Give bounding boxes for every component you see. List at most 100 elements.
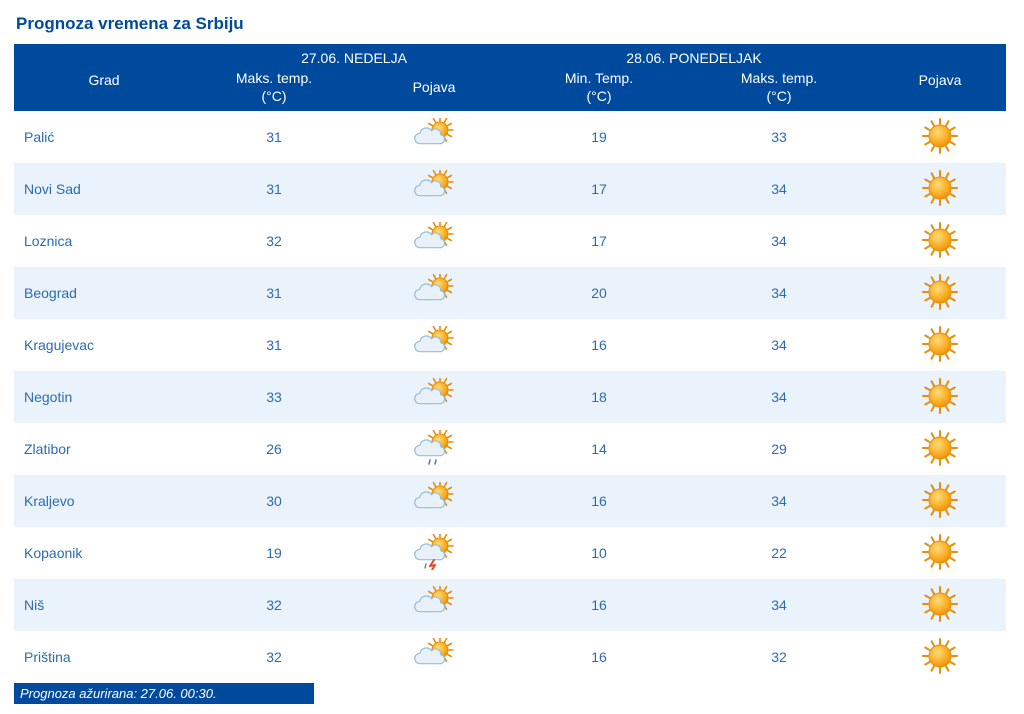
weather-icon [412,170,456,206]
city-cell[interactable]: Negotin [14,371,194,423]
max1-cell: 31 [194,267,354,319]
min2-cell: 19 [514,111,684,163]
icon1-cell [354,423,514,475]
city-cell[interactable]: Zlatibor [14,423,194,475]
max1-cell: 33 [194,371,354,423]
col-header-day1: 27.06. NEDELJA [194,44,514,68]
min2-cell: 17 [514,215,684,267]
max2-cell: 29 [684,423,874,475]
max1-cell: 30 [194,475,354,527]
max1-cell: 19 [194,527,354,579]
city-cell[interactable]: Niš [14,579,194,631]
col-header-min2: Min. Temp.(°C) [514,68,684,111]
max2-cell: 32 [684,631,874,683]
icon2-cell [874,423,1006,475]
max2-cell: 34 [684,319,874,371]
weather-icon [412,638,456,674]
col-header-max1: Maks. temp.(°C) [194,68,354,111]
weather-icon [918,638,962,674]
table-row: Priština 32 16 32 [14,631,1006,683]
min2-cell: 14 [514,423,684,475]
min2-cell: 10 [514,527,684,579]
icon2-cell [874,579,1006,631]
max2-cell: 22 [684,527,874,579]
max2-cell: 34 [684,475,874,527]
icon2-cell [874,267,1006,319]
city-cell[interactable]: Kraljevo [14,475,194,527]
icon1-cell [354,475,514,527]
max2-cell: 34 [684,267,874,319]
city-cell[interactable]: Kopaonik [14,527,194,579]
max1-cell: 26 [194,423,354,475]
table-row: Novi Sad 31 17 34 [14,163,1006,215]
city-cell[interactable]: Loznica [14,215,194,267]
weather-icon [412,430,456,466]
table-row: Beograd 31 20 34 [14,267,1006,319]
col-header-icon2: Pojava [874,44,1006,111]
icon2-cell [874,163,1006,215]
col-header-day2: 28.06. PONEDELJAK [514,44,874,68]
icon2-cell [874,319,1006,371]
table-row: Kragujevac 31 16 34 [14,319,1006,371]
forecast-table: Grad 27.06. NEDELJA 28.06. PONEDELJAK Po… [14,44,1006,683]
city-cell[interactable]: Beograd [14,267,194,319]
max1-cell: 32 [194,631,354,683]
icon2-cell [874,527,1006,579]
icon1-cell [354,631,514,683]
max2-cell: 33 [684,111,874,163]
weather-icon [412,586,456,622]
weather-icon [918,222,962,258]
icon1-cell [354,215,514,267]
page-title: Prognoza vremena za Srbiju [16,14,1010,34]
min2-cell: 16 [514,631,684,683]
max2-cell: 34 [684,371,874,423]
max1-cell: 32 [194,215,354,267]
city-cell[interactable]: Priština [14,631,194,683]
weather-icon [412,326,456,362]
min2-cell: 16 [514,475,684,527]
weather-icon [918,118,962,154]
icon1-cell [354,163,514,215]
weather-icon [918,482,962,518]
min2-cell: 16 [514,579,684,631]
col-header-city: Grad [14,44,194,111]
max1-cell: 31 [194,319,354,371]
min2-cell: 17 [514,163,684,215]
status-bar: Prognoza ažurirana: 27.06. 00:30. [14,683,314,704]
icon1-cell [354,111,514,163]
icon1-cell [354,371,514,423]
weather-icon [918,326,962,362]
col-header-max2: Maks. temp.(°C) [684,68,874,111]
table-row: Niš 32 16 34 [14,579,1006,631]
icon1-cell [354,579,514,631]
weather-icon [412,274,456,310]
max1-cell: 31 [194,111,354,163]
table-row: Kopaonik 19 10 22 [14,527,1006,579]
icon2-cell [874,475,1006,527]
table-row: Kraljevo 30 16 34 [14,475,1006,527]
icon2-cell [874,215,1006,267]
weather-icon [918,430,962,466]
table-row: Negotin 33 18 34 [14,371,1006,423]
icon2-cell [874,111,1006,163]
city-cell[interactable]: Palić [14,111,194,163]
table-row: Zlatibor 26 14 29 [14,423,1006,475]
weather-icon [412,118,456,154]
icon1-cell [354,527,514,579]
weather-icon [918,274,962,310]
weather-icon [412,378,456,414]
max1-cell: 32 [194,579,354,631]
city-cell[interactable]: Novi Sad [14,163,194,215]
weather-icon [918,534,962,570]
min2-cell: 20 [514,267,684,319]
weather-icon [412,534,456,570]
max2-cell: 34 [684,163,874,215]
min2-cell: 18 [514,371,684,423]
city-cell[interactable]: Kragujevac [14,319,194,371]
weather-icon [918,170,962,206]
weather-icon [918,378,962,414]
weather-icon [918,586,962,622]
icon2-cell [874,631,1006,683]
icon1-cell [354,319,514,371]
icon2-cell [874,371,1006,423]
